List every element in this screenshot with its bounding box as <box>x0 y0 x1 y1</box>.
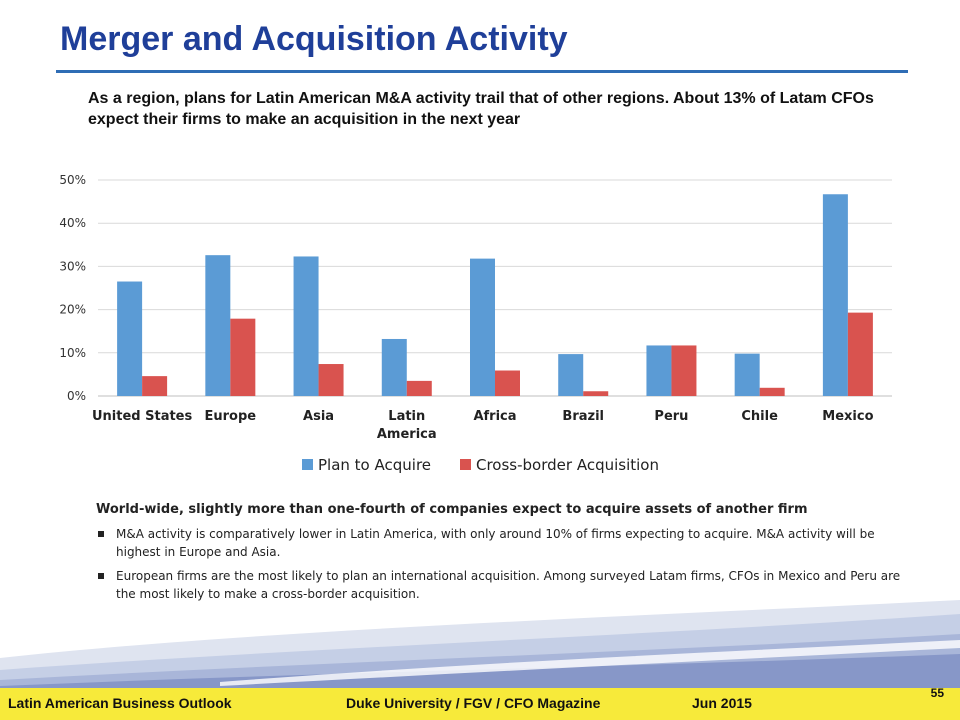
slide-subtitle: As a region, plans for Latin American M&… <box>88 90 874 128</box>
bar-plan-to-acquire <box>734 353 760 396</box>
y-tick-label: 40% <box>59 216 86 230</box>
bullet-list: M&A activity is comparatively lower in L… <box>96 525 916 603</box>
footer-date: Jun 2015 <box>692 695 752 711</box>
y-tick-label: 10% <box>59 346 86 360</box>
bar-cross-border <box>318 364 344 396</box>
bar-cross-border <box>583 391 609 396</box>
x-tick-label: Mexico <box>822 409 873 424</box>
bar-cross-border <box>230 318 256 396</box>
bar-plan-to-acquire <box>293 256 319 396</box>
bar-plan-to-acquire <box>205 255 231 396</box>
bullet-item: European firms are the most likely to pl… <box>96 567 916 603</box>
bar-chart: 0% 10% 20% 30% 40% 50% United States Europe Asi… <box>59 173 892 474</box>
bar-plan-to-acquire <box>646 345 672 396</box>
x-tick-label: Peru <box>654 409 688 424</box>
footer-title: Latin American Business Outlook <box>8 695 232 711</box>
legend: Plan to Acquire Cross-border Acquisition <box>302 456 659 474</box>
bar-plan-to-acquire <box>822 194 848 396</box>
y-tick-label: 50% <box>59 173 86 187</box>
bar-cross-border <box>495 370 520 396</box>
x-tick-label: United States <box>92 409 193 424</box>
x-axis-ticks: United States Europe Asia Latin America Afric… <box>92 409 874 442</box>
bar-cross-border <box>671 345 697 396</box>
x-tick-label: Chile <box>741 409 778 424</box>
y-tick-label: 20% <box>59 303 86 317</box>
commentary-lead: World-wide, slightly more than one-fourt… <box>96 502 808 517</box>
x-tick-label: Brazil <box>562 409 604 424</box>
footer-source: Duke University / FGV / CFO Magazine <box>346 695 601 711</box>
x-tick-label: Africa <box>473 409 516 424</box>
x-tick-label: Latin America <box>377 409 437 442</box>
slide-title: Merger and Acquisition Activity <box>60 20 568 58</box>
legend-swatch <box>460 459 471 470</box>
x-tick-label: Asia <box>303 409 334 424</box>
bullet-item: M&A activity is comparatively lower in L… <box>96 525 916 561</box>
footer-bar <box>0 688 960 720</box>
y-tick-label: 30% <box>59 259 86 273</box>
bar-cross-border <box>759 387 785 396</box>
bars <box>117 194 873 396</box>
bar-cross-border <box>847 312 873 396</box>
bar-plan-to-acquire <box>558 354 584 396</box>
y-tick-label: 0% <box>67 389 86 403</box>
bar-cross-border <box>406 380 432 396</box>
legend-label: Cross-border Acquisition <box>476 456 659 474</box>
y-axis-ticks: 0% 10% 20% 30% 40% 50% <box>59 173 86 403</box>
title-divider <box>56 70 908 73</box>
legend-swatch <box>302 459 313 470</box>
bar-plan-to-acquire <box>117 281 143 396</box>
legend-label: Plan to Acquire <box>318 456 431 474</box>
bar-plan-to-acquire <box>381 338 407 396</box>
bar-plan-to-acquire <box>470 258 495 396</box>
x-tick-label: Europe <box>205 409 257 424</box>
bar-cross-border <box>142 376 168 396</box>
commentary: World-wide, slightly more than one-fourt… <box>96 502 916 609</box>
page-number: 55 <box>930 686 944 700</box>
